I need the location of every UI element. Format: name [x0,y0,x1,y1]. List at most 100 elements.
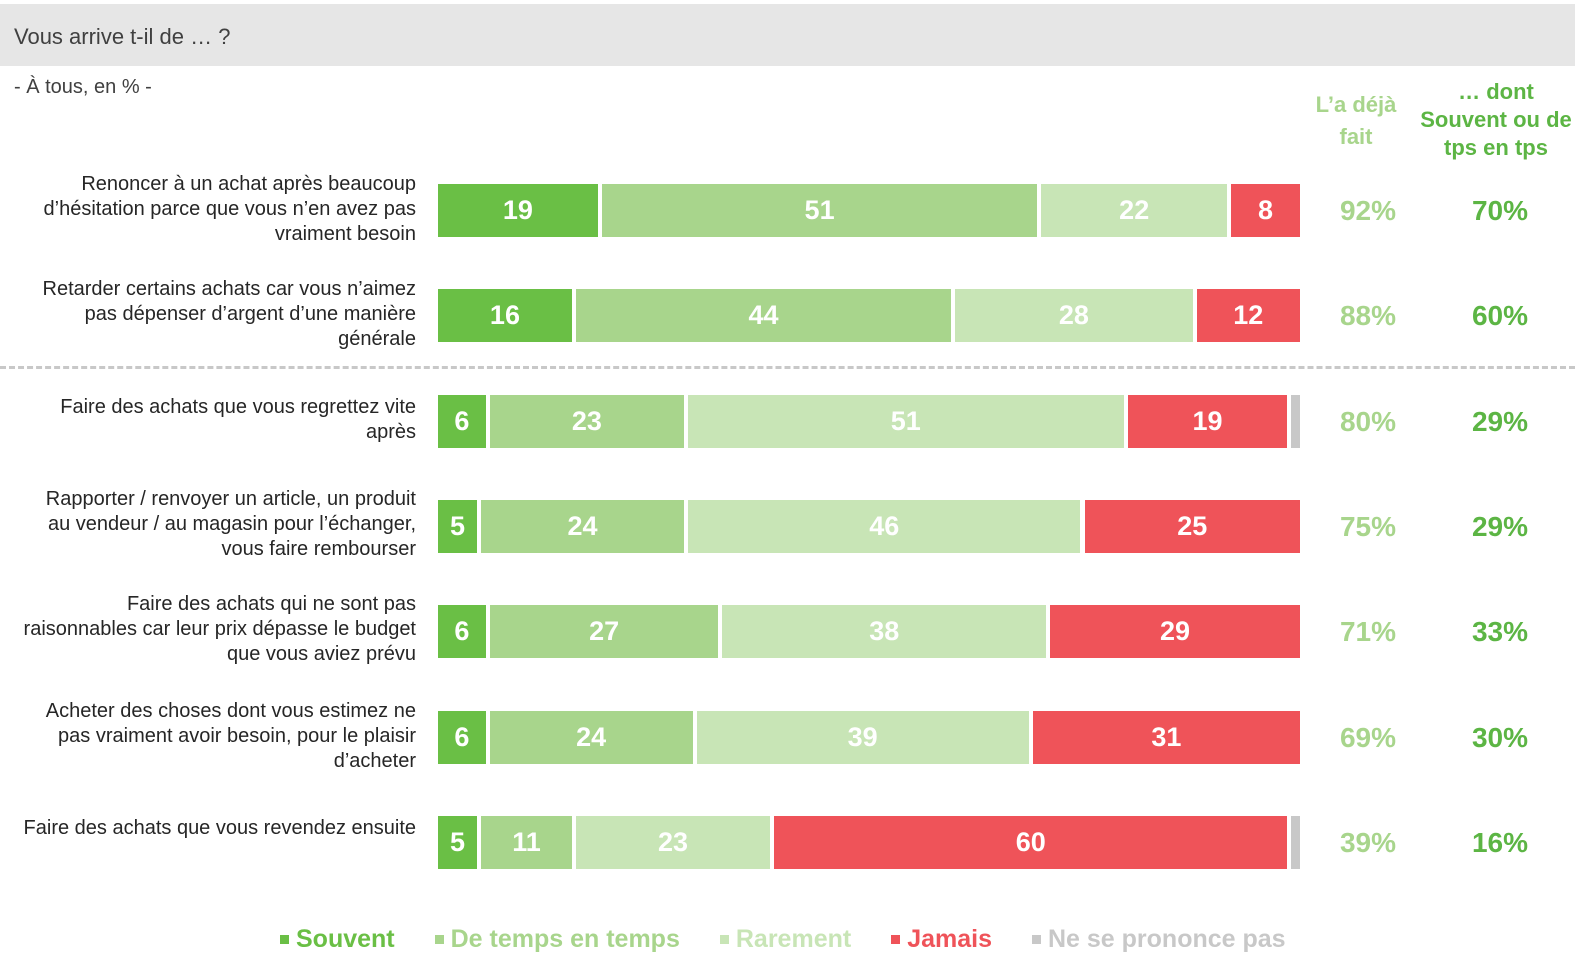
column-header-deja-fait: L’a déjà fait [1315,92,1397,149]
bar-segment-jamais: 31 [1032,711,1300,764]
row-label: Faire des achats qui ne sont pas raisonn… [23,593,416,665]
bar-segment-jamais: 12 [1196,289,1300,342]
bar-segment-rarement: 23 [575,816,771,869]
bar-segment-souvent: 5 [438,816,478,869]
legend-swatch [891,934,901,944]
legend-label: Jamais [907,924,992,953]
bar-segment-rarement: 39 [696,711,1029,764]
data-label: 38 [869,616,900,646]
bar-segment-de-temps-en-temps: 23 [489,395,684,448]
chart-title: Vous arrive t-il de … ? [14,24,231,49]
bar-segment-nspp [1291,395,1300,448]
souvent-tps-value: 29% [1471,406,1529,437]
data-label: 8 [1257,195,1274,225]
data-label: 23 [658,827,689,857]
data-label: 5 [450,827,466,857]
legend-swatch [280,934,289,944]
bar-segment-rarement: 51 [687,395,1124,448]
bar-segment-souvent: 6 [438,395,486,448]
souvent-tps-value: 33% [1471,616,1529,647]
data-label: 60 [1015,827,1046,857]
bar-segment-de-temps-en-temps: 24 [481,500,684,553]
data-label: 5 [450,511,466,541]
bar-segment-rarement: 46 [687,500,1081,553]
bar-segment-souvent: 16 [438,289,572,342]
data-label: 6 [454,406,470,436]
data-label: 6 [454,722,470,752]
legend-item: Rarement [719,922,852,956]
data-label: 6 [454,616,470,646]
data-label: 22 [1119,195,1150,225]
deja-fait-value: 39% [1339,827,1397,858]
data-label: 24 [567,511,598,541]
souvent-tps-value: 30% [1471,722,1529,753]
bar-segment-jamais: 25 [1084,500,1300,553]
bar-segment-nspp [1291,816,1300,869]
data-label: 44 [748,300,779,330]
bar-segment-souvent: 6 [438,711,486,764]
row-label: Renoncer à un achat après beaucoup d’hés… [43,173,416,245]
bar-segment-souvent: 19 [438,184,598,237]
row-label: Faire des achats que vous regrettez vite… [60,396,416,443]
legend-label: De temps en temps [450,924,680,953]
bar-segment-souvent: 5 [438,500,478,553]
bar-segment-de-temps-en-temps: 44 [575,289,952,342]
legend-label: Ne se prononce pas [1048,924,1286,953]
data-label: 31 [1151,722,1182,752]
data-label: 51 [890,406,921,436]
bar-segment-jamais: 8 [1231,184,1300,237]
chart-subtitle: - À tous, en % - [14,76,152,98]
bar-segment-rarement: 38 [722,605,1046,658]
deja-fait-value: 92% [1339,195,1397,226]
row-label: Acheter des choses dont vous estimez ne … [45,700,416,772]
bar-segment-de-temps-en-temps: 24 [489,711,693,764]
legend-item: Jamais [891,922,992,956]
bar-segment-rarement: 22 [1041,184,1228,237]
bar-segment-jamais: 60 [774,816,1288,869]
data-label: 39 [847,722,878,752]
legend-swatch [719,934,729,944]
data-label: 19 [1192,406,1223,436]
deja-fait-value: 88% [1339,300,1397,331]
bar-segment-de-temps-en-temps: 11 [481,816,572,869]
bar-segment-rarement: 28 [955,289,1193,342]
legend-item: Souvent [280,922,395,956]
data-label: 28 [1058,300,1089,330]
bar-segment-jamais: 29 [1050,605,1300,658]
data-label: 16 [489,300,520,330]
legend-swatch [434,934,444,944]
bar-segment-jamais: 19 [1127,395,1288,448]
souvent-tps-value: 16% [1471,827,1529,858]
row-label: Retarder certains achats car vous n’aime… [42,278,417,350]
row-label: Faire des achats que vous revendez ensui… [23,817,416,839]
column-header-souvent-tps: … dont Souvent ou de tps en tps [1420,79,1572,160]
data-label: 51 [804,195,835,225]
data-label: 27 [589,616,620,646]
data-label: 23 [571,406,602,436]
souvent-tps-value: 60% [1471,300,1529,331]
legend-label: Rarement [735,924,852,953]
bar-segment-de-temps-en-temps: 27 [489,605,719,658]
row-label: Rapporter / renvoyer un article, un prod… [45,488,416,560]
deja-fait-value: 75% [1339,511,1397,542]
data-label: 46 [869,511,900,541]
data-label: 19 [502,195,533,225]
data-label: 11 [512,827,541,857]
header-bar: Vous arrive t-il de … ? [0,4,1575,66]
legend-label: Souvent [296,924,395,953]
bar-segment-de-temps-en-temps: 51 [601,184,1038,237]
bar-segment-souvent: 6 [438,605,486,658]
legend-item: Ne se prononce pas [1032,922,1286,956]
data-label: 12 [1233,300,1264,330]
deja-fait-value: 71% [1339,616,1397,647]
deja-fait-value: 69% [1339,722,1397,753]
chart-legend: Souvent De temps en temps Rarement Jamais Ne… [280,922,1286,956]
data-label: 29 [1159,616,1191,646]
souvent-tps-value: 70% [1471,195,1529,226]
data-label: 24 [576,722,607,752]
group-divider [0,366,1575,369]
legend-swatch [1032,934,1041,944]
deja-fait-value: 80% [1339,406,1397,437]
data-label: 25 [1177,511,1208,541]
souvent-tps-value: 29% [1471,511,1529,542]
